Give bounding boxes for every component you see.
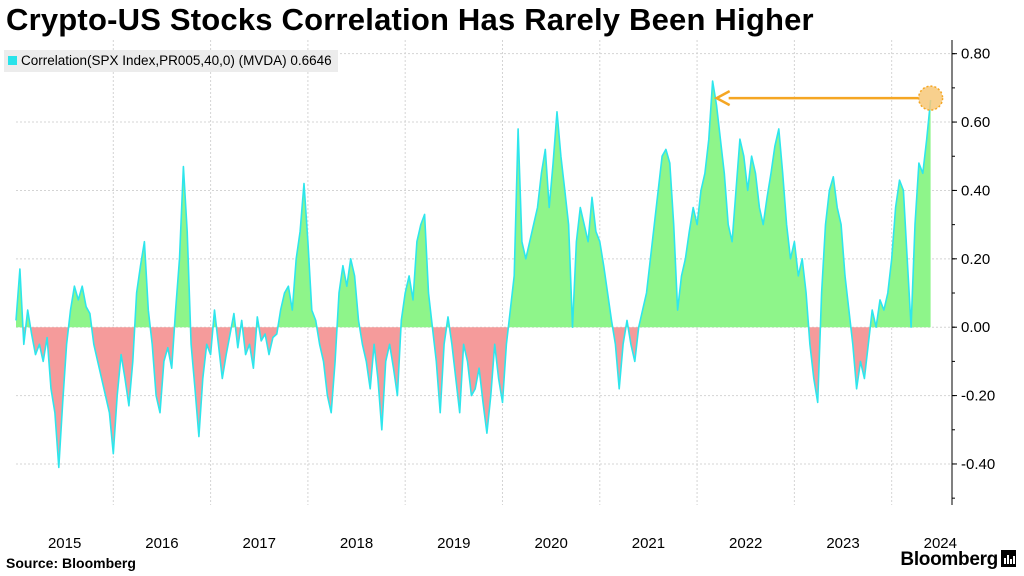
negative-area bbox=[216, 327, 232, 379]
annotation bbox=[714, 85, 944, 111]
y-tick-label: 0.80 bbox=[961, 46, 990, 63]
negative-area bbox=[808, 327, 821, 403]
positive-area bbox=[174, 166, 191, 328]
x-tick-label: 2024 bbox=[924, 535, 957, 552]
annotation-marker bbox=[917, 85, 944, 111]
legend: Correlation(SPX Index,PR005,40,0) (MVDA)… bbox=[4, 50, 338, 72]
positive-area bbox=[16, 269, 23, 328]
x-tick-label: 2017 bbox=[243, 535, 276, 552]
y-tick-label: 0.00 bbox=[961, 319, 990, 336]
x-tick-label: 2023 bbox=[826, 535, 859, 552]
legend-swatch bbox=[8, 56, 17, 65]
negative-area bbox=[432, 327, 447, 413]
negative-area bbox=[30, 327, 69, 468]
negative-area bbox=[190, 327, 213, 437]
source-note: Source: Bloomberg bbox=[6, 555, 136, 571]
y-axis: 0.80 0.60 0.40 0.20 0.00 -0.20 -0.40 bbox=[951, 40, 995, 505]
positive-area bbox=[400, 214, 433, 328]
bloomberg-terminal-icon bbox=[1001, 550, 1016, 567]
area-fills bbox=[16, 81, 931, 468]
y-tick-label: 0.40 bbox=[961, 182, 990, 199]
series-line bbox=[15, 80, 932, 469]
negative-area bbox=[91, 327, 135, 454]
negative-area bbox=[242, 327, 257, 369]
positive-area bbox=[508, 111, 613, 328]
x-tick-label: 2019 bbox=[437, 535, 470, 552]
brand-name: Bloomberg bbox=[900, 549, 998, 570]
y-tick-label: -0.40 bbox=[961, 456, 995, 473]
y-tick-label: 0.60 bbox=[961, 114, 990, 131]
y-tick-label: 0.20 bbox=[961, 251, 990, 268]
grid-lines bbox=[16, 40, 952, 505]
x-axis: 2015 2016 2017 2018 2019 2020 2021 2022 2023 2024 bbox=[48, 535, 957, 552]
x-tick-label: 2020 bbox=[534, 535, 567, 552]
negative-area bbox=[259, 327, 278, 355]
positive-area bbox=[820, 176, 851, 328]
series-line-path bbox=[15, 80, 932, 469]
negative-area bbox=[628, 327, 639, 362]
positive-area bbox=[68, 286, 92, 328]
positive-area bbox=[134, 241, 151, 328]
x-tick-label: 2022 bbox=[729, 535, 762, 552]
bloomberg-logo: Bloomberg bbox=[900, 549, 1016, 571]
positive-area bbox=[870, 100, 931, 328]
negative-area bbox=[359, 327, 401, 430]
x-tick-label: 2021 bbox=[632, 535, 665, 552]
x-tick-label: 2015 bbox=[48, 535, 81, 552]
x-tick-label: 2018 bbox=[340, 535, 373, 552]
y-tick-label: -0.20 bbox=[961, 388, 995, 405]
x-tick-label: 2016 bbox=[145, 535, 178, 552]
positive-area bbox=[638, 81, 809, 328]
annotation-arrow-head bbox=[714, 90, 731, 107]
chart-title: Crypto-US Stocks Correlation Has Rarely … bbox=[6, 2, 814, 37]
legend-label: Correlation(SPX Index,PR005,40,0) (MVDA)… bbox=[21, 53, 332, 68]
